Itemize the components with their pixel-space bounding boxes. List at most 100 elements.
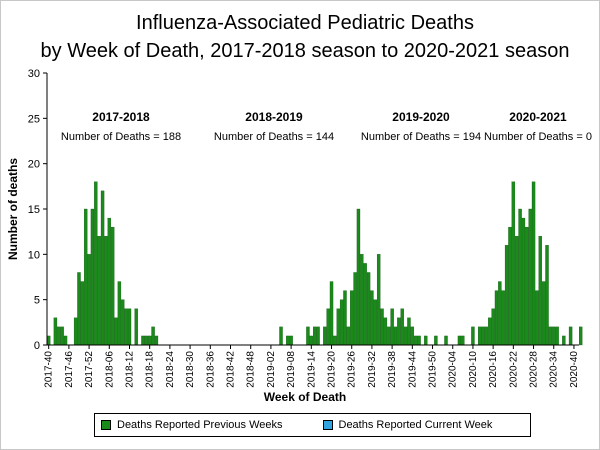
x-tick-label: 2019-08 — [286, 351, 297, 388]
bar — [424, 335, 428, 346]
bar — [144, 335, 149, 346]
bar — [373, 299, 377, 346]
bar — [316, 326, 320, 346]
bar — [548, 326, 553, 346]
bar — [400, 308, 404, 346]
bar — [498, 281, 502, 346]
bar — [312, 326, 317, 346]
bar — [107, 217, 111, 346]
bar — [94, 181, 98, 346]
x-tick-label: 2019-38 — [387, 351, 398, 388]
bar — [80, 281, 85, 346]
bar — [356, 208, 361, 346]
season-label: 2018-2019 — [245, 110, 303, 124]
bar — [417, 335, 421, 346]
bar — [481, 326, 485, 346]
x-tick-label: 2018-06 — [104, 351, 115, 388]
bar — [521, 217, 526, 346]
bar — [343, 290, 347, 346]
bar — [53, 317, 58, 346]
chart-title-line-1: Influenza-Associated Pediatric Deaths — [136, 12, 474, 34]
bar — [511, 181, 516, 346]
bar — [515, 236, 519, 346]
bar — [127, 308, 132, 346]
x-tick-label: 2019-02 — [266, 351, 277, 388]
bar — [562, 335, 566, 346]
x-tick-label: 2019-26 — [347, 351, 358, 388]
x-tick-label: 2018-12 — [124, 351, 135, 388]
y-tick-label: 0 — [34, 340, 40, 352]
bar — [390, 308, 394, 346]
season-label: 2017-2018 — [92, 110, 150, 124]
bar — [535, 290, 539, 346]
bar — [148, 335, 152, 346]
bar — [100, 190, 105, 346]
bar — [579, 326, 583, 346]
bar — [134, 308, 138, 346]
bar — [555, 326, 559, 346]
bar — [528, 208, 532, 346]
bar — [370, 290, 374, 346]
bar — [306, 326, 310, 346]
bars-group — [47, 181, 583, 346]
bar — [552, 326, 556, 346]
bar — [504, 245, 509, 346]
bar — [568, 326, 573, 346]
x-tick-label: 2020-10 — [468, 351, 479, 388]
bar — [286, 335, 290, 346]
bar — [73, 317, 78, 346]
bar — [151, 326, 155, 346]
x-tick-label: 2020-34 — [549, 351, 560, 388]
bar — [484, 326, 489, 346]
bar — [104, 236, 108, 346]
bar — [110, 226, 115, 346]
bar — [380, 308, 384, 346]
legend-swatch-current — [322, 420, 333, 430]
bar — [387, 326, 391, 346]
x-tick-label: 2020-22 — [508, 351, 519, 388]
legend: Deaths Reported Previous Weeks Deaths Re… — [94, 413, 531, 437]
x-tick-label: 2018-24 — [165, 351, 176, 388]
bar — [545, 245, 549, 346]
x-tick-label: 2020-40 — [569, 351, 580, 388]
bar — [47, 335, 51, 346]
y-tick-label: 30 — [28, 68, 40, 80]
chart-title-line-2: by Week of Death, 2017-2018 season to 20… — [41, 40, 570, 62]
bar — [353, 272, 357, 346]
bar — [289, 335, 293, 346]
bar — [57, 326, 61, 346]
season-annotations: 2017-2018 Number of Deaths = 188 2018-2019… — [61, 110, 592, 143]
bar — [508, 226, 512, 346]
y-axis-ticks: 0 5 10 15 20 25 30 — [28, 68, 47, 352]
bar — [501, 290, 505, 346]
bar — [97, 236, 101, 346]
legend-label-current: Deaths Reported Current Week — [338, 419, 493, 431]
x-tick-label: 2019-44 — [407, 351, 418, 388]
bar — [366, 272, 371, 346]
bar — [363, 263, 367, 346]
x-tick-label: 2019-32 — [367, 351, 378, 388]
bar — [336, 308, 340, 346]
x-tick-label: 2018-48 — [246, 351, 257, 388]
bar — [531, 181, 536, 346]
bar — [346, 326, 351, 346]
bar — [541, 281, 546, 346]
x-tick-label: 2020-16 — [488, 351, 499, 388]
bar — [329, 281, 334, 346]
legend-swatch-previous — [101, 420, 111, 430]
y-tick-label: 25 — [28, 113, 40, 125]
bar — [538, 236, 542, 346]
bar — [410, 326, 415, 346]
bar — [376, 254, 381, 346]
season-label: 2020-2021 — [509, 110, 567, 124]
bar — [154, 335, 159, 346]
bar — [393, 326, 398, 346]
bar — [444, 335, 448, 346]
y-axis-title: Number of deaths — [6, 158, 20, 260]
legend-item-current: Deaths Reported Current Week — [322, 419, 493, 431]
bar — [461, 335, 465, 346]
bar — [77, 272, 81, 346]
bar — [477, 326, 482, 346]
